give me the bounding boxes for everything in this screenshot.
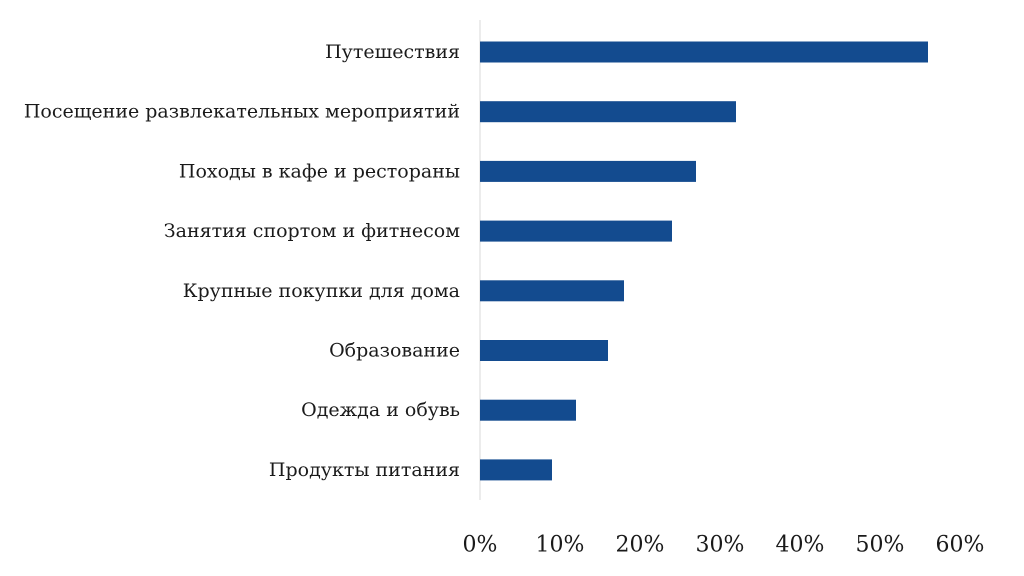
- bar-1: [480, 41, 928, 63]
- x-tick-label-2: 10%: [536, 533, 585, 558]
- bar-3: [480, 160, 696, 182]
- x-tick-label-4: 30%: [696, 533, 745, 558]
- category-label-8: Продукты питания: [269, 459, 460, 481]
- x-tick-label-3: 20%: [616, 533, 665, 558]
- category-label-2: Посещение развлекательных мероприятий: [24, 101, 460, 123]
- x-tick-label-1: 0%: [463, 533, 498, 558]
- bar-6: [480, 340, 608, 361]
- bars-group: [480, 41, 928, 481]
- x-axis-ticks-group: 0% 10% 20% 30% 40% 50% 60%: [463, 533, 985, 558]
- category-label-7: Одежда и обувь: [301, 399, 460, 421]
- category-label-6: Образование: [329, 340, 460, 362]
- x-tick-label-7: 60%: [936, 533, 985, 558]
- category-label-5: Крупные покупки для дома: [183, 280, 460, 302]
- bar-4: [480, 220, 672, 242]
- x-tick-label-6: 50%: [856, 533, 905, 558]
- bar-5: [480, 280, 624, 302]
- category-labels-group: Путешествия Посещение развлекательных мер…: [24, 41, 460, 481]
- bar-8: [480, 459, 552, 481]
- category-label-4: Занятия спортом и фитнесом: [164, 220, 460, 242]
- category-label-3: Походы в кафе и рестораны: [179, 160, 460, 182]
- category-label-1: Путешествия: [325, 41, 460, 63]
- x-tick-label-5: 40%: [776, 533, 825, 558]
- bar-7: [480, 399, 576, 421]
- bar-2: [480, 101, 736, 123]
